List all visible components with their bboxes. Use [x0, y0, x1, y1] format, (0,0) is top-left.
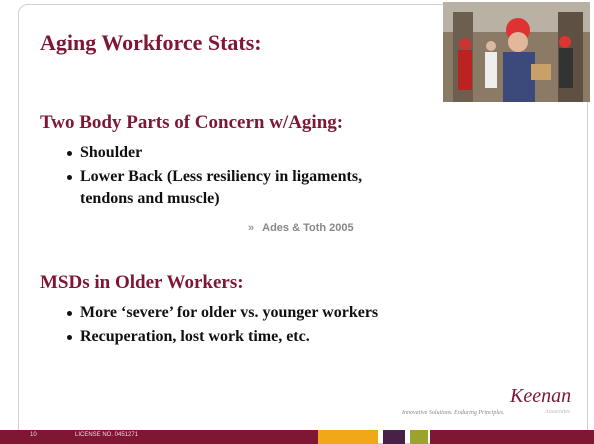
- footer-bar: [383, 430, 405, 444]
- section-heading: Two Body Parts of Concern w/Aging:: [40, 112, 343, 134]
- bullet-dot: [67, 175, 72, 180]
- slide: Aging Workforce Stats: Two Body Parts of…: [0, 0, 594, 444]
- logo-subtext: Associates: [545, 409, 570, 415]
- citation-marker: »: [248, 222, 254, 234]
- footer-bar: [0, 430, 318, 444]
- bullet-dot: [67, 335, 72, 340]
- logo: Keenan: [510, 385, 571, 408]
- citation-text: Ades & Toth 2005: [262, 222, 354, 234]
- citation: » Ades & Toth 2005: [248, 222, 354, 234]
- slide-title: Aging Workforce Stats:: [40, 30, 262, 56]
- page-number: 10: [30, 432, 37, 438]
- bullet: More ‘severe’ for older vs. younger work…: [80, 302, 378, 324]
- footer-bar: [430, 430, 594, 444]
- bullet: Recuperation, lost work time, etc.: [80, 326, 310, 348]
- bullet-dot: [67, 311, 72, 316]
- footer-bar: [318, 430, 378, 444]
- bullet: Lower Back (Less resiliency in ligaments…: [80, 166, 380, 210]
- section-heading: MSDs in Older Workers:: [40, 272, 244, 294]
- license: LICENSE NO. 0451271: [75, 432, 138, 438]
- bullet: Shoulder: [80, 142, 142, 164]
- footer-bar: [410, 430, 428, 444]
- tagline: Innovative Solutions. Enduring Principle…: [402, 410, 505, 416]
- photo: [443, 2, 590, 102]
- bullet-dot: [67, 151, 72, 156]
